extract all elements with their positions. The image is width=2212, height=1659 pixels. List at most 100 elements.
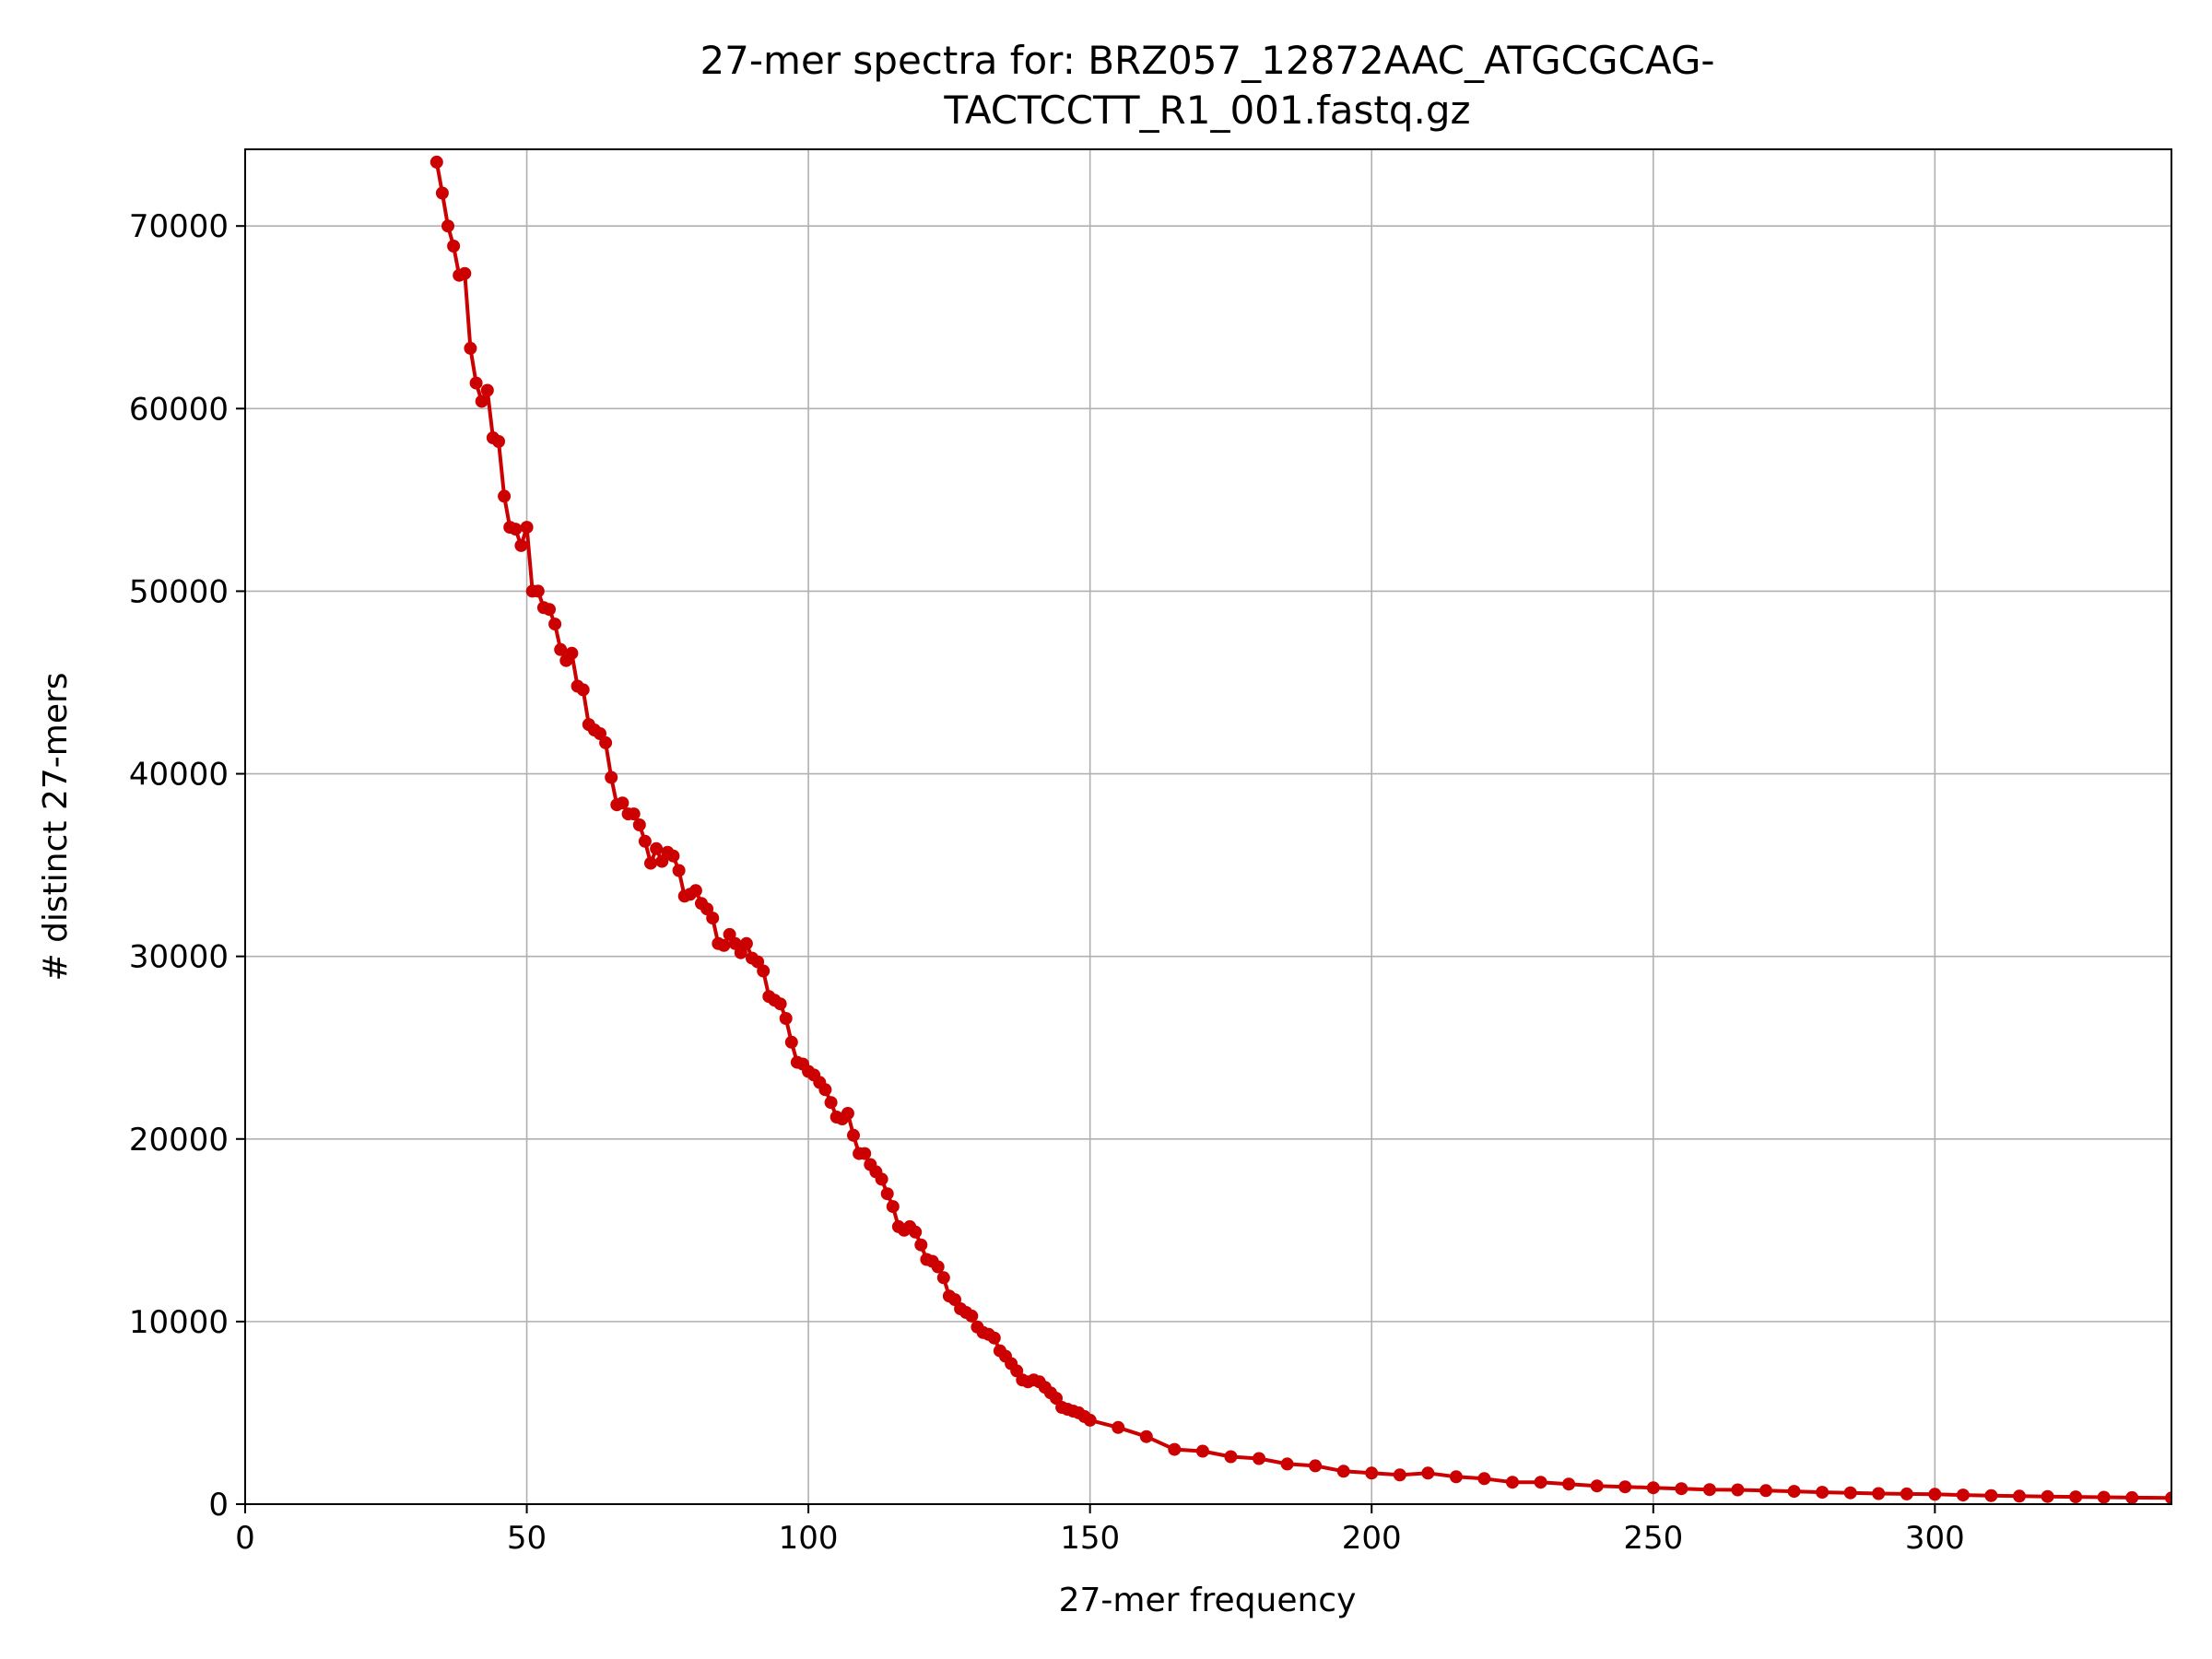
data-point (543, 603, 556, 617)
data-point (548, 618, 562, 631)
data-point (1083, 1413, 1097, 1427)
data-point (1365, 1466, 1379, 1480)
y-tick-label: 60000 (129, 391, 229, 428)
data-point (706, 912, 720, 925)
data-point (2041, 1489, 2054, 1503)
data-point (875, 1172, 888, 1186)
data-point (492, 435, 505, 448)
x-tick-label: 0 (235, 1520, 255, 1557)
data-point (1477, 1472, 1491, 1486)
data-point (1168, 1442, 1182, 1456)
data-point (554, 642, 568, 656)
data-point (773, 997, 787, 1011)
data-point (599, 735, 613, 749)
data-point (1731, 1483, 1745, 1497)
data-point (1759, 1484, 1772, 1498)
x-axis-label: 27-mer frequency (1059, 1582, 1357, 1619)
data-point (757, 964, 771, 978)
y-axis-ticks: 0 10000 20000 30000 40000 50000 60000 70000 (129, 208, 245, 1524)
y-tick-label: 10000 (129, 1304, 229, 1341)
x-tick-label: 150 (1060, 1520, 1120, 1557)
data-point (464, 341, 477, 355)
plot-frame (244, 148, 2172, 1505)
data-point (2165, 1491, 2171, 1504)
data-point (458, 266, 472, 280)
data-point (2013, 1489, 2026, 1503)
data-point (1590, 1479, 1604, 1493)
data-point (1843, 1486, 1857, 1500)
data-point (779, 1012, 793, 1025)
data-point (480, 383, 494, 397)
data-point (1646, 1481, 1660, 1495)
data-point (1253, 1452, 1265, 1465)
data-point (605, 771, 618, 784)
data-point (688, 884, 702, 898)
data-point (498, 489, 512, 503)
data-point (1816, 1486, 1830, 1500)
data-point (936, 1271, 950, 1285)
data-point (1702, 1483, 1716, 1497)
data-point (509, 523, 523, 536)
data-point (627, 807, 641, 821)
data-point (847, 1128, 860, 1142)
data-point (1787, 1485, 1801, 1499)
data-point (672, 864, 686, 877)
data-point (1956, 1488, 1970, 1502)
data-point (841, 1107, 854, 1120)
data-point (1562, 1477, 1576, 1491)
data-point (965, 1309, 979, 1323)
data-point (429, 155, 443, 169)
series-layer (429, 155, 2171, 1504)
data-point (880, 1187, 894, 1201)
data-point (784, 1035, 798, 1049)
y-tick-label: 40000 (129, 757, 229, 794)
data-point (717, 938, 731, 952)
data-point (565, 646, 579, 660)
data-point (1449, 1470, 1463, 1484)
data-point (650, 841, 664, 855)
data-point (447, 240, 461, 253)
grid (245, 149, 2171, 1504)
data-point (1280, 1457, 1294, 1471)
data-point (435, 186, 449, 200)
data-point (1984, 1488, 1998, 1502)
data-point (987, 1331, 1001, 1345)
y-tick-label: 50000 (129, 573, 229, 610)
x-tick-label: 200 (1342, 1520, 1402, 1557)
y-tick-label: 30000 (129, 939, 229, 976)
data-point (2069, 1490, 2083, 1504)
data-point (909, 1225, 923, 1239)
data-point (632, 818, 646, 831)
data-point (1393, 1468, 1406, 1482)
data-point (824, 1096, 838, 1110)
data-point (520, 521, 534, 535)
data-point (1195, 1444, 1209, 1458)
data-point (1309, 1459, 1323, 1473)
data-point (1506, 1476, 1519, 1489)
y-tick-label: 0 (208, 1487, 229, 1524)
data-point (644, 856, 657, 870)
y-tick-label: 20000 (129, 1122, 229, 1159)
data-point (1534, 1476, 1547, 1489)
data-point (914, 1238, 928, 1252)
chart-title: 27-mer spectra for: BRZ057_12872AAC_ATGC… (700, 38, 1714, 133)
data-point (616, 796, 629, 810)
data-point (1139, 1430, 1153, 1443)
y-tick-label: 70000 (129, 208, 229, 245)
data-point (931, 1260, 945, 1274)
data-point (531, 584, 545, 598)
x-tick-label: 300 (1905, 1520, 1965, 1557)
x-axis-ticks: 0 50 100 150 200 250 300 (235, 1504, 1965, 1557)
data-point (441, 219, 454, 233)
data-point (514, 538, 528, 552)
data-point (638, 834, 652, 848)
x-tick-label: 50 (507, 1520, 547, 1557)
chart-title-line-2: TACTCCTT_R1_001.fastq.gz (943, 88, 1470, 133)
data-point (1112, 1420, 1125, 1434)
data-point (1224, 1450, 1238, 1464)
data-point (818, 1083, 832, 1097)
data-point (858, 1147, 872, 1160)
data-point (1336, 1465, 1350, 1478)
y-axis-label: # distinct 27-mers (37, 672, 75, 981)
